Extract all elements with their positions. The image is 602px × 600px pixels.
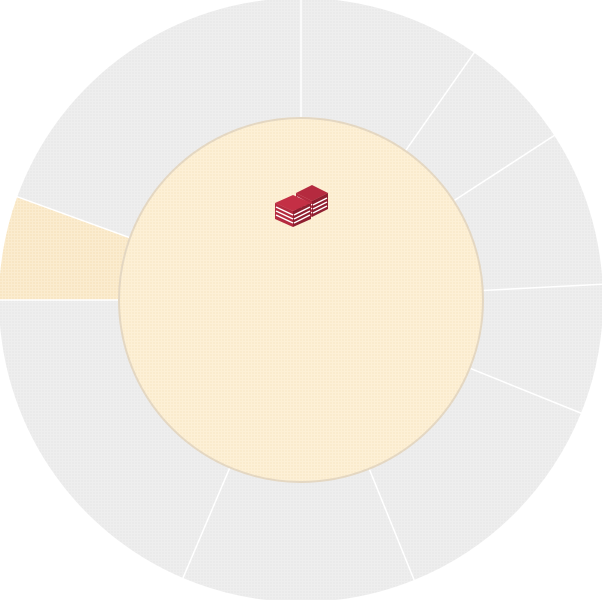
segment-divider [181,467,231,581]
stacked-books-icon [275,185,328,227]
segment-divider [368,468,416,583]
ring-segment-highlighted[interactable] [0,196,130,300]
segment-divider [453,133,557,202]
ring-segment-9[interactable] [17,0,301,238]
ring-segment-2[interactable] [405,52,555,201]
ring-segment-5[interactable] [369,368,582,581]
segment-divider [404,50,476,152]
ring-segment-3[interactable] [453,135,602,291]
segment-divider [469,367,584,415]
ring-segment-7[interactable] [0,300,230,578]
segment-divider [482,283,602,292]
segment-divider [15,195,131,239]
ring-segment-6[interactable] [182,467,415,600]
center-hub[interactable] [118,117,484,483]
